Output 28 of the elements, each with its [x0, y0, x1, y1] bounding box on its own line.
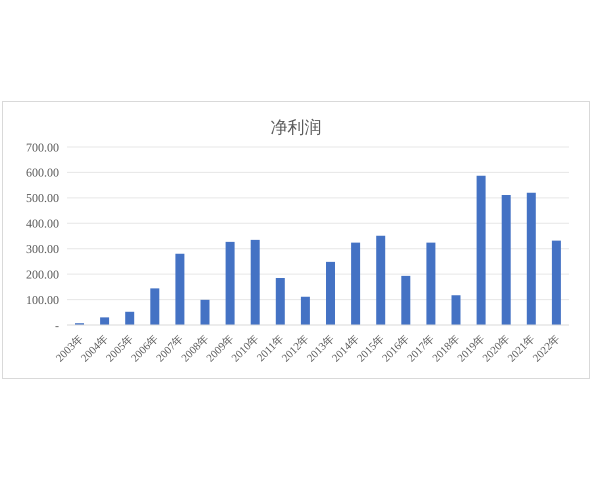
- y-tick-label: 100.00: [26, 292, 59, 307]
- bar: [426, 242, 436, 325]
- bar: [502, 195, 511, 325]
- bar: [200, 300, 210, 325]
- bar: [376, 236, 386, 325]
- y-tick-label: 700.00: [26, 140, 59, 154]
- bar: [526, 192, 536, 325]
- bar: [175, 254, 184, 325]
- y-tick-label: 400.00: [26, 216, 59, 231]
- bar: [150, 288, 160, 325]
- bar: [552, 240, 561, 325]
- bar: [250, 240, 260, 325]
- y-tick-label: 200.00: [26, 267, 59, 282]
- bar: [125, 312, 134, 325]
- y-tick-label: -: [55, 318, 59, 332]
- y-tick-label: 300.00: [26, 242, 59, 256]
- y-tick-label: 500.00: [26, 191, 59, 206]
- bar: [226, 242, 235, 325]
- bar: [326, 262, 335, 325]
- chart-title: 净利润: [270, 117, 322, 139]
- bar: [351, 242, 360, 325]
- y-tick-label: 600.00: [26, 166, 59, 180]
- bar: [476, 176, 486, 325]
- bar: [100, 317, 110, 325]
- bar: [401, 276, 410, 325]
- bar: [300, 296, 310, 325]
- bar: [452, 295, 460, 325]
- bar: [276, 278, 285, 325]
